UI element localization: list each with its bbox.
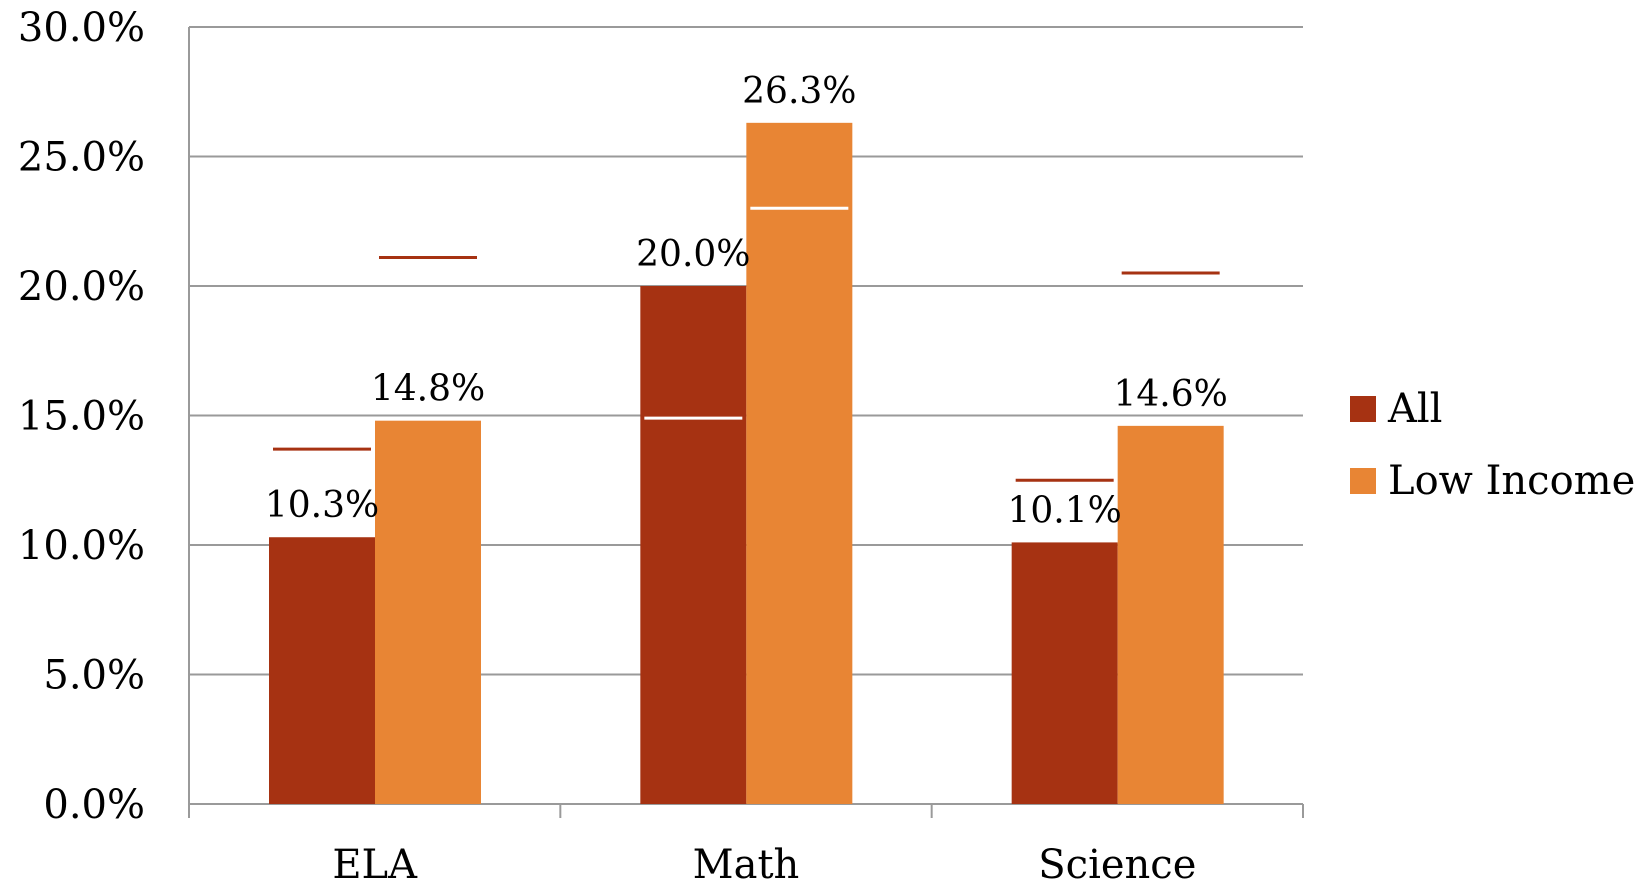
data-label: 10.1% (1007, 490, 1121, 531)
x-tick-label: Math (693, 842, 800, 885)
bar (375, 420, 481, 804)
y-tick-label: 15.0% (18, 394, 145, 440)
y-tick-label: 20.0% (18, 264, 145, 310)
legend-label: Low Income (1388, 458, 1635, 504)
data-label: 20.0% (636, 234, 750, 275)
y-tick-label: 25.0% (18, 135, 145, 181)
legend-label: All (1387, 386, 1442, 432)
y-tick-label: 30.0% (18, 5, 145, 51)
bar (1117, 425, 1224, 804)
bar (640, 286, 747, 804)
markers (273, 206, 1220, 482)
bar (269, 537, 375, 804)
legend-swatch (1350, 396, 1376, 422)
x-tick-label: ELA (332, 842, 418, 885)
y-tick-label: 0.0% (43, 782, 145, 828)
x-tick-label: Science (1038, 842, 1196, 885)
data-label: 14.8% (371, 369, 485, 410)
data-label: 26.3% (742, 71, 856, 112)
data-label: 10.3% (265, 485, 379, 526)
bars (269, 122, 1224, 804)
bar (1011, 542, 1118, 804)
y-tick-label: 5.0% (43, 653, 145, 699)
legend-swatch (1350, 468, 1376, 494)
bar (746, 122, 853, 804)
legend: All Low Income (1350, 386, 1635, 504)
data-label: 14.6% (1113, 374, 1227, 415)
y-tick-label: 10.0% (18, 523, 145, 569)
data-labels: 10.3% 20.0% 10.1% 14.8% 26.3% 14.6% (265, 71, 1228, 532)
